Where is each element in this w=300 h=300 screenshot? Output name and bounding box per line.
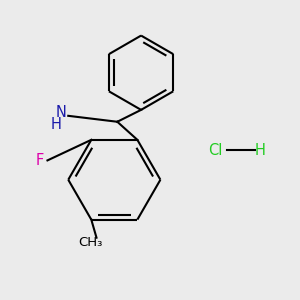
Text: N: N — [56, 105, 66, 120]
Text: CH₃: CH₃ — [78, 236, 103, 249]
Text: H: H — [254, 142, 266, 158]
Text: H: H — [51, 117, 62, 132]
Text: F: F — [36, 153, 44, 168]
Text: Cl: Cl — [208, 142, 223, 158]
